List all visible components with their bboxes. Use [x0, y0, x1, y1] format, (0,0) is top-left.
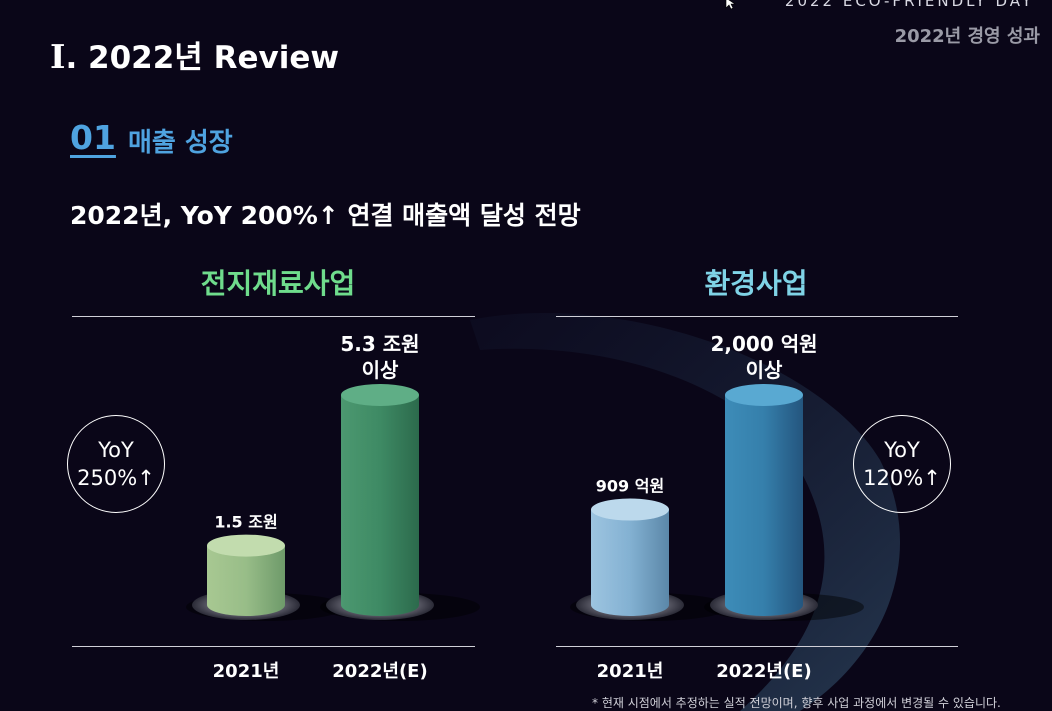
divider-top-right: [556, 316, 958, 317]
data-label: 이상: [746, 358, 783, 382]
category-label: 2022년(E): [332, 661, 427, 682]
page-title-roman: Ⅰ: [50, 37, 66, 76]
section-label: 2022년 경영 성과: [894, 26, 1040, 47]
cursor-icon: [725, 0, 736, 10]
bar: [341, 395, 419, 616]
bar-top: [341, 384, 419, 406]
bar-top: [725, 384, 803, 406]
yoy-badge-battery: YoY 250%↑: [67, 415, 165, 513]
divider-bottom-right: [556, 646, 958, 647]
yoy-badge-environment: YoY 120%↑: [853, 415, 951, 513]
headline: 2022년, YoY 200%↑ 연결 매출액 달성 전망: [70, 201, 581, 230]
bar: [591, 509, 669, 616]
event-tag: 2022 ECO-FRIENDLY DAY: [784, 0, 1034, 10]
page-title: Ⅰ. 2022년 Review: [50, 32, 339, 77]
data-label: 이상: [362, 358, 399, 382]
yoy-value: 120%↑: [863, 466, 941, 490]
bar: [725, 395, 803, 616]
section-number: 01: [70, 118, 116, 157]
yoy-label: YoY: [98, 438, 134, 462]
category-label: 2021년: [597, 661, 664, 682]
page-title-text: . 2022년 Review: [65, 40, 339, 76]
divider-top-left: [72, 316, 475, 317]
chart-title-battery: 전지재료사업: [200, 267, 356, 300]
bar: [207, 545, 285, 616]
category-label: 2021년: [213, 661, 280, 682]
section-title: 매출 성장: [128, 128, 233, 158]
data-label: 909 억원: [596, 477, 664, 496]
chart-title-environment: 환경사업: [704, 267, 808, 300]
footnote: * 현재 시점에서 추정하는 실적 전망이며, 향후 사업 과정에서 변경될 수…: [592, 696, 1001, 710]
bar-top: [207, 534, 285, 557]
divider-bottom-left: [72, 646, 475, 647]
yoy-value: 250%↑: [77, 466, 155, 490]
bar-top: [591, 498, 669, 521]
data-label: 2,000 억원: [710, 332, 817, 356]
data-label: 1.5 조원: [214, 513, 277, 532]
data-label: 5.3 조원: [340, 332, 419, 356]
category-label: 2022년(E): [716, 661, 811, 682]
yoy-label: YoY: [884, 438, 920, 462]
